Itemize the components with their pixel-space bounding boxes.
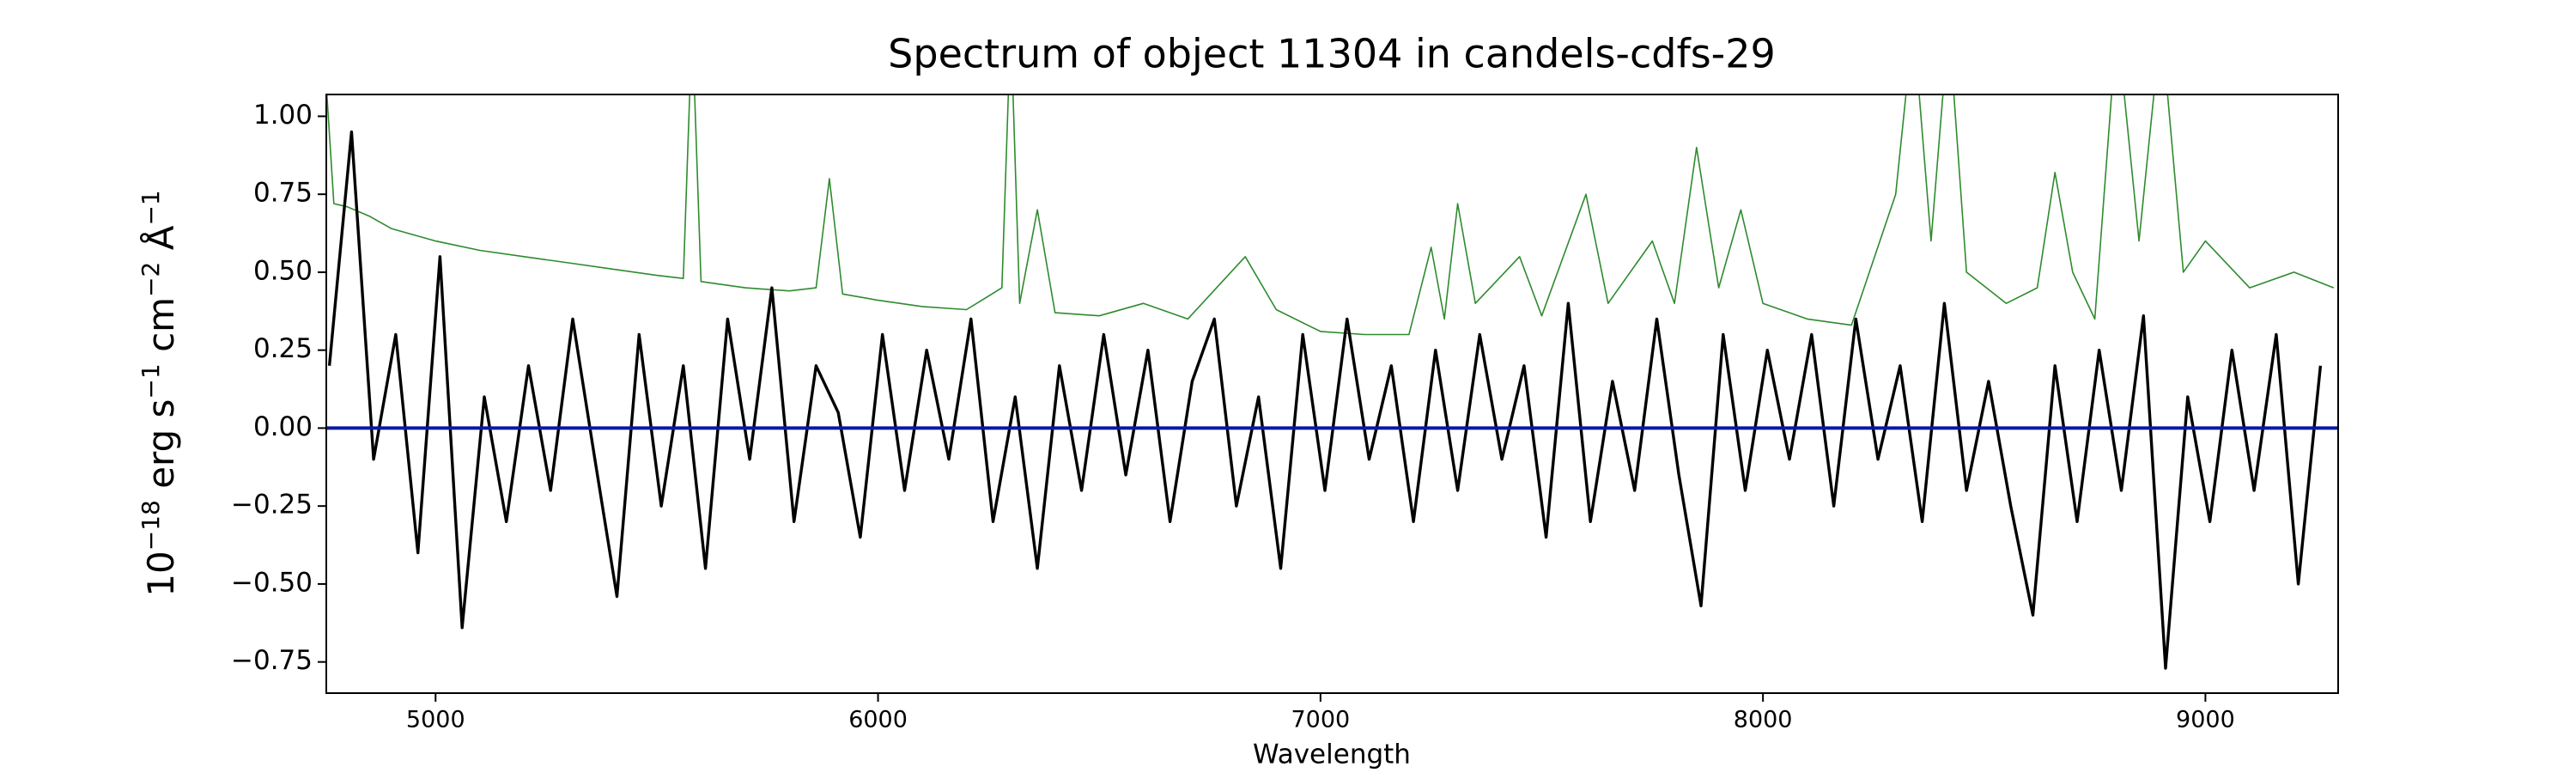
chart-title: Spectrum of object 11304 in candels-cdfs… — [888, 31, 1776, 77]
y-label-part: erg s — [140, 399, 182, 501]
x-axis-label: Wavelength — [1253, 740, 1411, 770]
x-tick-label: 6000 — [848, 707, 908, 733]
y-tick-label: −0.50 — [231, 567, 313, 598]
y-label-sup: −1 — [137, 190, 165, 225]
y-tick-label: 0.00 — [253, 411, 313, 442]
x-tick-label: 9000 — [2176, 707, 2235, 733]
y-label-sup: −18 — [137, 500, 165, 551]
spectrum-line — [327, 130, 2323, 670]
x-tick-label: 7000 — [1291, 707, 1350, 733]
x-tick-label: 5000 — [406, 707, 465, 733]
x-tick-label: 8000 — [1734, 707, 1793, 733]
y-tick-label: 0.50 — [253, 255, 313, 286]
y-axis-label: 10−18 erg s−1 cm−2 Å−1 — [137, 190, 181, 596]
y-label-part: 10 — [140, 551, 182, 596]
y-tick-label: 0.25 — [253, 333, 313, 364]
y-tick-label: −0.75 — [231, 645, 313, 676]
y-label-sup: −2 — [137, 262, 165, 297]
plot-frame — [325, 94, 2339, 694]
y-tick-label: 1.00 — [253, 100, 313, 131]
plot-area — [326, 94, 2338, 670]
spectrum-line — [326, 94, 2335, 336]
y-label-part: Å — [139, 225, 182, 261]
y-label-sup: −1 — [137, 363, 165, 399]
y-tick-label: −0.25 — [231, 490, 313, 520]
y-tick-label: 0.75 — [253, 178, 313, 209]
y-label-part: cm — [140, 297, 182, 363]
